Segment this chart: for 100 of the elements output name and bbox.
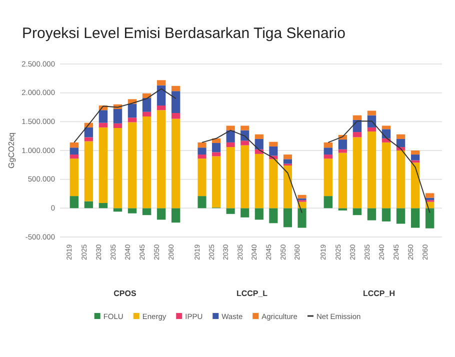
bar xyxy=(269,146,278,156)
bar xyxy=(338,140,348,150)
bar xyxy=(324,158,333,196)
bar xyxy=(70,142,79,148)
bar xyxy=(84,201,94,208)
chart-title: Proyeksi Level Emisi Berdasarkan Tiga Skenario xyxy=(22,25,346,42)
bar xyxy=(298,194,306,198)
bar xyxy=(283,159,292,164)
bar xyxy=(367,110,376,116)
bar xyxy=(269,208,278,224)
bar xyxy=(98,122,108,128)
bar xyxy=(226,142,235,148)
bar xyxy=(324,148,333,155)
bar xyxy=(410,208,420,228)
bar xyxy=(128,208,137,214)
bar xyxy=(98,110,108,123)
bar xyxy=(226,147,235,208)
bar xyxy=(367,208,376,220)
bar xyxy=(226,130,235,142)
bar xyxy=(382,129,391,138)
bar xyxy=(324,196,333,208)
bar xyxy=(171,113,180,119)
bar xyxy=(113,128,122,208)
bar xyxy=(156,208,166,220)
bar xyxy=(324,154,333,159)
bar xyxy=(113,123,122,128)
bar xyxy=(352,137,362,208)
bar xyxy=(128,118,137,122)
bar xyxy=(396,138,406,148)
bar xyxy=(269,159,278,208)
bar xyxy=(367,131,376,208)
bar xyxy=(352,115,362,120)
bar xyxy=(240,208,250,218)
bar xyxy=(382,208,391,222)
bar xyxy=(410,150,420,155)
bar xyxy=(254,138,264,150)
bar xyxy=(128,104,137,118)
bar xyxy=(142,116,152,208)
bar xyxy=(410,154,420,160)
bar xyxy=(240,140,250,146)
x-axis-title: CPOS xyxy=(114,289,137,298)
bar xyxy=(338,152,348,208)
bar xyxy=(382,142,391,208)
bar xyxy=(212,152,221,156)
bar xyxy=(171,86,180,92)
bar xyxy=(212,156,221,208)
bar xyxy=(269,142,278,146)
bar xyxy=(98,202,108,208)
bar xyxy=(84,137,94,142)
bar xyxy=(254,134,264,139)
bar xyxy=(254,208,264,220)
bar xyxy=(396,134,406,139)
bar xyxy=(367,127,376,132)
bar xyxy=(198,154,206,159)
bar xyxy=(198,148,206,155)
bar xyxy=(70,158,79,196)
bar xyxy=(226,208,235,214)
bar xyxy=(98,127,108,203)
bar xyxy=(171,91,180,114)
bar xyxy=(352,132,362,138)
bar xyxy=(254,154,264,208)
bar xyxy=(156,85,166,106)
bar xyxy=(84,141,94,202)
bar xyxy=(396,208,406,224)
bar xyxy=(70,196,79,208)
bar xyxy=(324,142,333,148)
bar xyxy=(70,154,79,159)
bar xyxy=(198,158,206,196)
bar xyxy=(425,193,434,198)
bar xyxy=(113,108,122,124)
bar xyxy=(142,98,152,112)
bar xyxy=(70,148,79,155)
bar xyxy=(425,208,434,228)
bar xyxy=(396,150,406,208)
bar xyxy=(240,126,250,130)
bar xyxy=(240,145,250,208)
bar xyxy=(171,118,180,208)
bar xyxy=(283,165,292,208)
bar xyxy=(142,112,152,116)
bar xyxy=(298,208,306,228)
bar xyxy=(283,208,292,228)
x-axis-title: LCCP_H xyxy=(362,289,396,298)
bar xyxy=(156,106,166,110)
bar xyxy=(113,208,122,212)
bar xyxy=(382,126,391,130)
x-axis-title: LCCP_L xyxy=(236,289,268,298)
bar xyxy=(142,208,152,216)
bar xyxy=(410,162,420,208)
y-axis-title: GgCO2eq xyxy=(7,132,16,169)
bar xyxy=(226,126,235,130)
bar xyxy=(283,154,292,160)
line-series xyxy=(74,88,176,143)
bar xyxy=(128,122,137,208)
bar xyxy=(352,208,362,216)
bar xyxy=(212,143,221,152)
bar xyxy=(198,196,206,208)
bar xyxy=(156,80,166,86)
bar xyxy=(84,127,94,138)
bar xyxy=(338,149,348,153)
bar xyxy=(156,110,166,208)
